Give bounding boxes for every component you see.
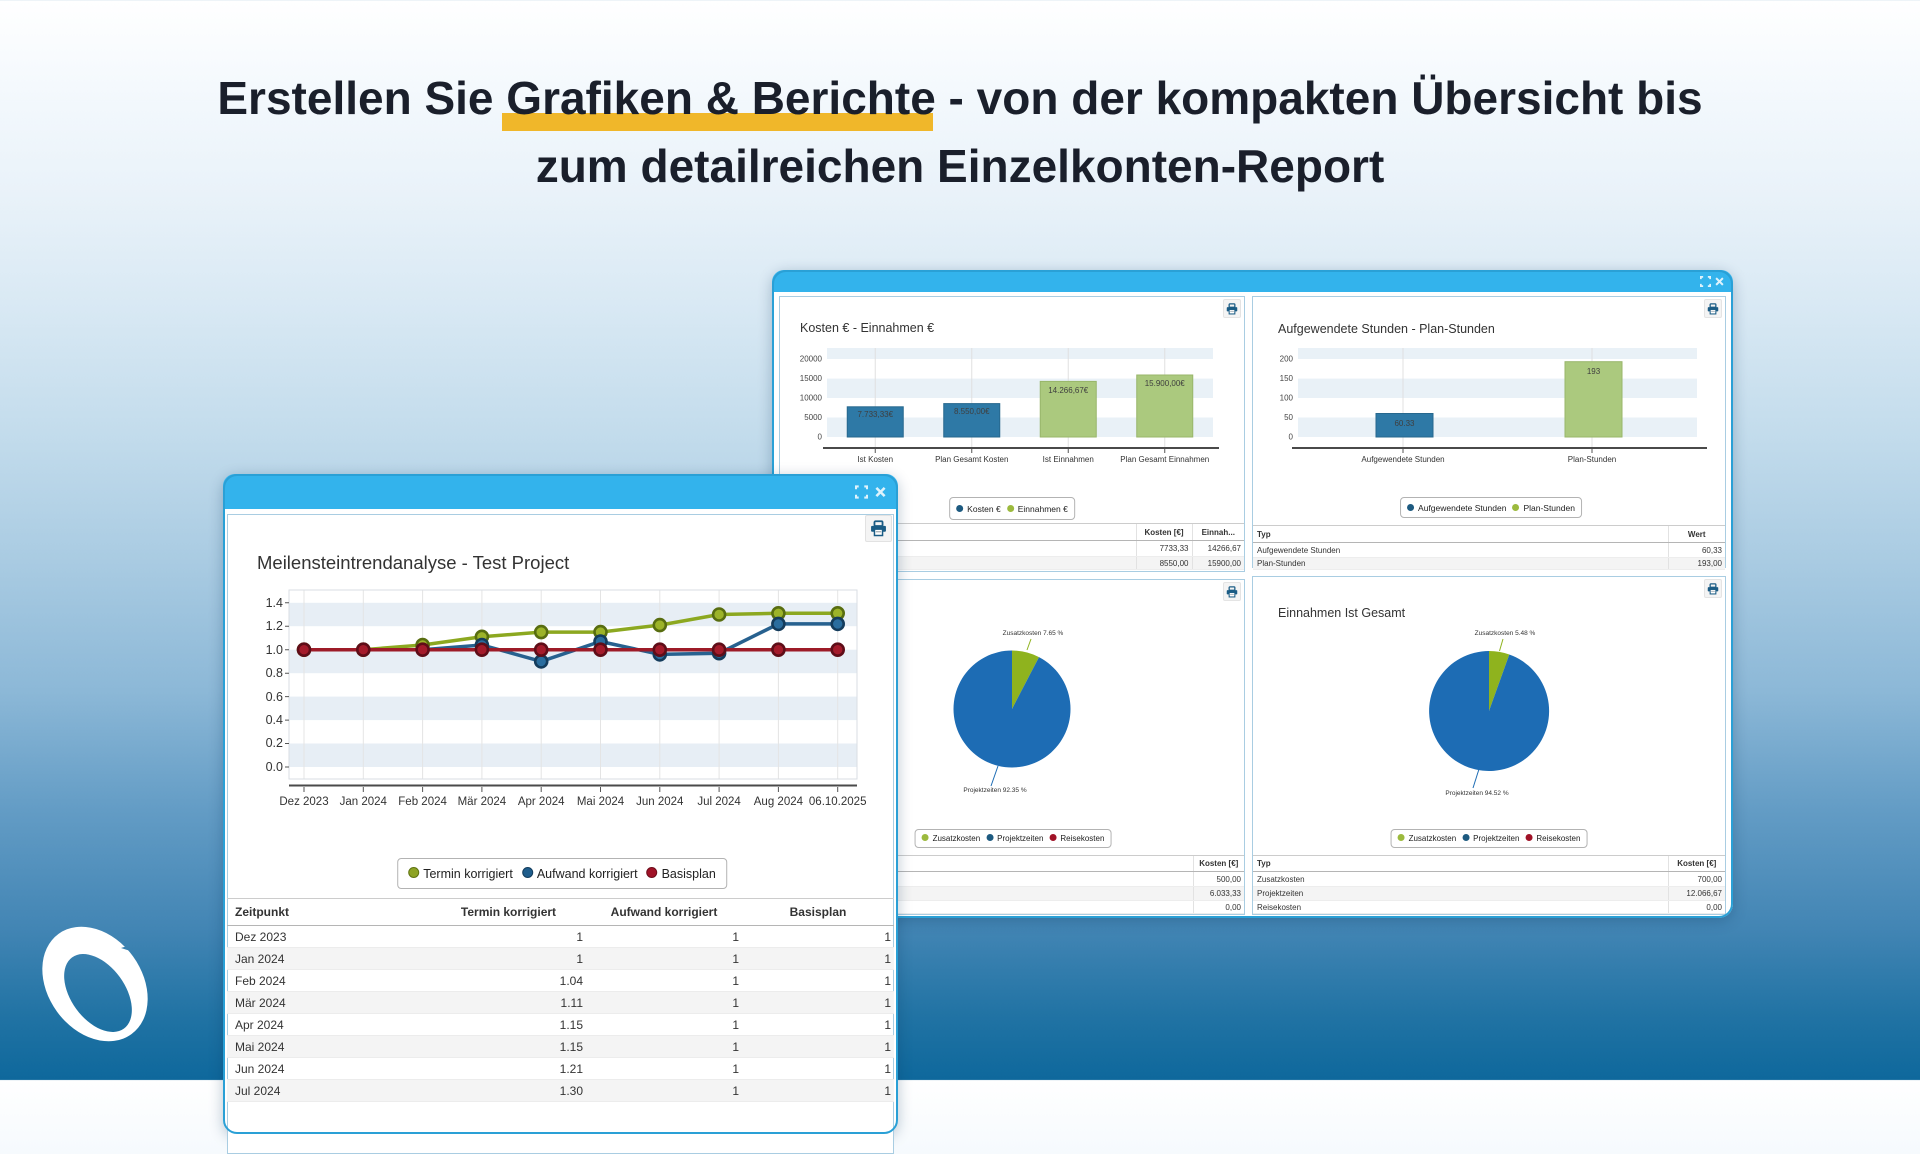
svg-text:Jan 2024: Jan 2024	[340, 796, 388, 808]
svg-text:Mär 2024: Mär 2024	[458, 796, 507, 808]
svg-text:Aufgewendete Stunden: Aufgewendete Stunden	[1361, 455, 1444, 464]
svg-text:Dez 2023: Dez 2023	[279, 796, 328, 808]
svg-text:Zusatzkosten 5.48 %: Zusatzkosten 5.48 %	[1475, 630, 1536, 637]
svg-text:0.8: 0.8	[266, 666, 283, 680]
svg-text:0: 0	[818, 433, 823, 442]
svg-text:Projektzeiten 94.52 %: Projektzeiten 94.52 %	[1445, 790, 1508, 797]
svg-text:0.6: 0.6	[266, 690, 283, 704]
svg-text:10000: 10000	[800, 394, 823, 403]
svg-text:Plan-Stunden: Plan-Stunden	[1568, 455, 1616, 464]
svg-text:15.900,00€: 15.900,00€	[1145, 379, 1186, 388]
svg-text:14.266,67€: 14.266,67€	[1048, 386, 1089, 395]
svg-text:Zusatzkosten 7.65 %: Zusatzkosten 7.65 %	[1003, 630, 1064, 637]
svg-text:50: 50	[1284, 413, 1293, 422]
svg-text:Ist Einnahmen: Ist Einnahmen	[1043, 455, 1094, 464]
svg-text:Feb 2024: Feb 2024	[398, 796, 447, 808]
svg-text:06.10.2025: 06.10.2025	[809, 796, 867, 808]
svg-text:15000: 15000	[800, 374, 823, 383]
svg-text:8.550,00€: 8.550,00€	[954, 407, 990, 416]
svg-text:100: 100	[1280, 394, 1294, 403]
svg-text:1.0: 1.0	[266, 643, 283, 657]
svg-text:1.4: 1.4	[266, 596, 283, 610]
svg-text:Jun 2024: Jun 2024	[636, 796, 684, 808]
svg-text:193: 193	[1587, 367, 1601, 376]
svg-text:Apr 2024: Apr 2024	[518, 796, 565, 808]
svg-text:Projektzeiten 92.35 %: Projektzeiten 92.35 %	[963, 787, 1026, 794]
svg-text:0: 0	[1289, 433, 1294, 442]
svg-text:200: 200	[1280, 355, 1294, 364]
svg-text:0.2: 0.2	[266, 736, 283, 750]
svg-text:0.0: 0.0	[266, 760, 283, 774]
svg-text:Jul 2024: Jul 2024	[697, 796, 741, 808]
svg-text:Plan Gesamt Einnahmen: Plan Gesamt Einnahmen	[1120, 455, 1209, 464]
svg-text:150: 150	[1280, 374, 1294, 383]
svg-text:Aug 2024: Aug 2024	[754, 796, 804, 808]
svg-text:60.33: 60.33	[1394, 419, 1415, 428]
svg-text:20000: 20000	[800, 355, 823, 364]
svg-text:1.2: 1.2	[266, 619, 283, 633]
svg-text:0.4: 0.4	[266, 713, 283, 727]
svg-text:Mai 2024: Mai 2024	[577, 796, 625, 808]
svg-text:7.733,33€: 7.733,33€	[857, 410, 893, 419]
svg-text:Ist Kosten: Ist Kosten	[857, 455, 893, 464]
svg-text:Plan Gesamt Kosten: Plan Gesamt Kosten	[935, 455, 1008, 464]
svg-text:5000: 5000	[804, 413, 822, 422]
